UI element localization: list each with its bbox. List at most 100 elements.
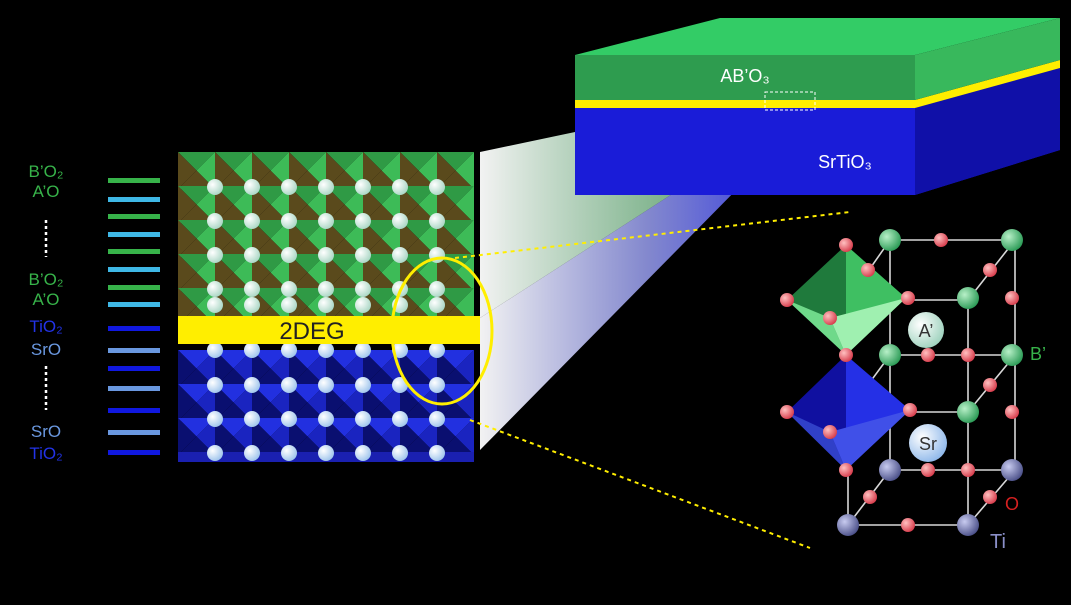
octahedron-face (363, 402, 400, 421)
layer-label-tio2-bottom: TiO₂ (29, 444, 62, 463)
layer-bar (108, 197, 160, 202)
octahedron-face (196, 384, 215, 421)
octahedron-face (178, 384, 215, 403)
octahedron-face (233, 288, 252, 325)
octahedron-face (252, 418, 289, 437)
octahedron-face (178, 254, 197, 291)
lattice-block (178, 152, 474, 462)
octahedron-face (307, 186, 326, 223)
layer-bars (108, 178, 160, 455)
octahedron-face (326, 384, 363, 403)
a-site-atom (281, 445, 297, 461)
octahedron-face (400, 152, 419, 189)
octahedron-face (178, 204, 215, 223)
octahedron-face (437, 436, 474, 455)
layer-bar (108, 430, 160, 435)
octahedron-face (252, 220, 289, 239)
octahedron-face (307, 152, 326, 189)
octahedron-face (252, 436, 289, 455)
octahedron-face (215, 350, 252, 369)
octahedron-face (381, 186, 400, 223)
octahedron-face (437, 152, 456, 189)
octahedron-face (196, 152, 215, 189)
a-site-atom (429, 377, 445, 393)
a-site-atom (281, 377, 297, 393)
octahedron-face (252, 384, 289, 403)
octahedron-face (400, 418, 437, 437)
a-site-atom (355, 377, 371, 393)
octahedron-face (289, 152, 308, 189)
a-site-atom (244, 342, 260, 358)
octahedron-face (252, 402, 289, 421)
layer-bar (108, 178, 160, 183)
octahedron-face (363, 220, 382, 257)
octahedron-face (215, 384, 234, 421)
octahedron-face (326, 350, 363, 369)
octahedron-face (363, 418, 382, 455)
octahedron-face (437, 402, 474, 421)
octahedron-face (418, 418, 437, 455)
octahedron-face (363, 436, 400, 455)
octahedron-face (418, 254, 437, 291)
octahedron-face (437, 170, 474, 189)
layer-bar (108, 232, 160, 237)
octahedron-face (252, 254, 289, 273)
octahedron-face (289, 272, 326, 291)
2deg-band (178, 316, 480, 344)
layer-bar (108, 326, 160, 331)
octahedron-face (178, 288, 197, 325)
octahedron-face (215, 220, 252, 239)
octahedron-face (289, 220, 326, 239)
octahedron-face (178, 220, 197, 257)
octahedron-face (289, 384, 308, 421)
octahedron-face (326, 368, 363, 387)
layer-label-ao-top: A’O (32, 182, 59, 201)
octahedron-face (455, 220, 474, 257)
a-site-atom (207, 281, 223, 297)
octahedron-face (363, 288, 382, 325)
octahedron-face (344, 220, 363, 257)
octahedron-face (215, 152, 234, 189)
octahedron-face (400, 220, 437, 239)
a-site-atom (429, 281, 445, 297)
octahedron-face (363, 152, 400, 171)
a-site-atom (429, 179, 445, 195)
octahedron-face (326, 418, 363, 437)
octahedron-face (418, 152, 437, 189)
octahedron-face (400, 418, 419, 455)
octahedron-face (326, 452, 363, 462)
octahedron-face (400, 288, 419, 325)
octahedron-face (215, 152, 252, 171)
a-site-atom (281, 342, 297, 358)
octahedron-face (326, 272, 363, 291)
octahedron-face (270, 384, 289, 421)
octahedron-face (178, 220, 215, 239)
a-site-atom (244, 281, 260, 297)
a-site-atom (355, 411, 371, 427)
octahedron-face (233, 384, 252, 421)
octahedron-face (437, 254, 456, 291)
octahedron-face (344, 350, 363, 387)
octahedron-face (363, 384, 382, 421)
a-site-atom (244, 377, 260, 393)
octahedron-face (196, 288, 215, 325)
octahedron-face (289, 418, 308, 455)
octahedron-face (400, 272, 437, 291)
octahedron-face (289, 452, 326, 462)
octahedron-face (252, 288, 271, 325)
a-site-atom (355, 342, 371, 358)
octahedron-face (215, 350, 234, 387)
octahedron-face (178, 418, 197, 455)
layer-label-tio2: TiO₂ (29, 317, 62, 336)
octahedron-face (289, 384, 326, 403)
octahedron-face (307, 384, 326, 421)
octahedron-face (326, 186, 363, 205)
octahedron-face (363, 418, 400, 437)
octahedron-face (215, 170, 252, 189)
octahedron-face (326, 204, 363, 223)
octahedron-face (307, 288, 326, 325)
octahedron-face (326, 254, 345, 291)
octahedron-face (437, 186, 474, 205)
a-site-atom (244, 297, 260, 313)
